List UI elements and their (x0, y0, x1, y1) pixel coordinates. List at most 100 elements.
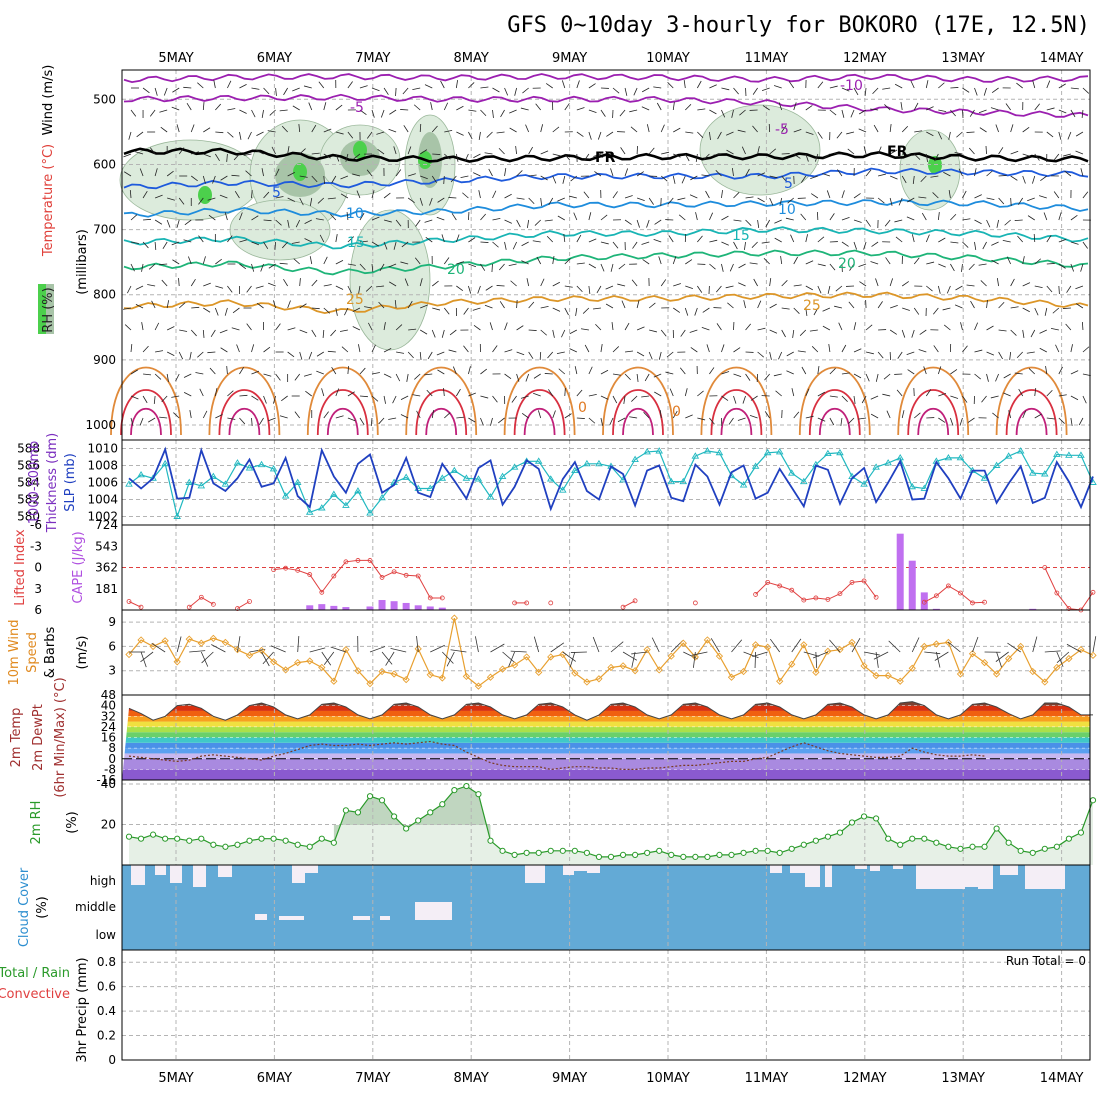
wind-barb (673, 127, 681, 133)
wind-barb (592, 307, 601, 310)
wind-barb (472, 307, 481, 311)
wind-barb (829, 368, 836, 375)
wind-barb (395, 219, 402, 227)
wind-barb (924, 651, 941, 655)
rh-point (439, 801, 446, 808)
isotherm-40-loop (818, 407, 851, 436)
wind-barb (552, 256, 555, 265)
wind-barb (383, 322, 386, 331)
wind-speed-point (872, 671, 880, 680)
wind-barb (836, 131, 843, 139)
wind-barb (468, 211, 470, 221)
rh-area (129, 786, 1093, 865)
wind-barb (610, 168, 614, 177)
wind-barb (395, 324, 403, 331)
wind-barb (913, 102, 919, 111)
wind-barb (497, 417, 505, 424)
wind-barb (408, 173, 416, 177)
wind-barb (925, 234, 930, 243)
wind-barb (870, 261, 879, 265)
isotherm-label: FR (595, 150, 616, 166)
wind-speed-point (318, 663, 326, 672)
wind-barb (270, 645, 286, 653)
rh-point (644, 849, 651, 856)
cape-bar (306, 605, 314, 610)
wind-speed-point (715, 652, 724, 660)
wind-barb (763, 258, 770, 265)
wind-barb (666, 351, 674, 358)
wind-barb (912, 175, 915, 184)
wind-barb (1082, 373, 1091, 377)
wind-barb (1058, 366, 1063, 375)
wind-barb (853, 241, 857, 250)
wind-barb (709, 84, 717, 89)
wind-barb (166, 373, 169, 382)
wind-barb (925, 389, 932, 397)
wind-barb (689, 194, 698, 199)
thickness-point (149, 474, 157, 481)
wind-barb (569, 329, 578, 335)
wind-barb (743, 651, 759, 659)
wind-barb (468, 82, 475, 89)
wind-barb (1080, 168, 1084, 177)
wind-barb (685, 414, 693, 419)
lifted-index-point (946, 583, 951, 589)
wind-barb (393, 241, 397, 250)
wind-barb (911, 329, 915, 338)
temp-line (128, 701, 1093, 721)
temp-band (122, 732, 1090, 738)
isotherm-30-loop (306, 366, 379, 436)
wind-barb (484, 152, 493, 155)
wind-speed-point (667, 652, 675, 660)
wind-barb (347, 81, 353, 89)
wind-barb (527, 219, 530, 228)
wind-barb (515, 146, 517, 155)
isotherm--10 (123, 73, 1089, 84)
wind-barb (540, 150, 549, 155)
day-label-top: 14MAY (1040, 51, 1084, 66)
wind-barb (889, 149, 898, 155)
rh-point (318, 835, 325, 842)
isotherm-label: 5 (272, 185, 281, 201)
isotherm-40-loop (622, 407, 654, 436)
wind-barb (838, 322, 843, 331)
wind-barb (1052, 307, 1060, 314)
cape-bar (414, 605, 422, 610)
wind-barb (383, 192, 391, 199)
wind-barb (460, 175, 469, 179)
wind-barb (430, 644, 445, 653)
wind-barb (262, 651, 274, 665)
wind-barb (697, 390, 704, 397)
wind-barb (669, 388, 674, 397)
wind-barb (388, 263, 397, 268)
wind-barb (480, 213, 487, 221)
wind-barb (622, 651, 637, 661)
wind-speed-point (330, 677, 338, 685)
wind-barb (1046, 389, 1053, 397)
wind-barb (371, 190, 375, 199)
wind-barb (251, 189, 253, 199)
temp-band (122, 737, 1090, 743)
wind-barb (926, 106, 934, 111)
thickness-axis-label: 1000-500mb (27, 441, 42, 525)
wind-speed-point (571, 669, 579, 677)
wind-barb (359, 109, 367, 116)
day-label-top: 6MAY (257, 51, 292, 66)
wind-barb (1082, 241, 1088, 249)
wind-barb (1075, 150, 1084, 155)
wind-barb (697, 80, 702, 89)
temp-band (122, 769, 1090, 780)
wind-barb (197, 351, 204, 358)
cloud-level-label: low (96, 928, 117, 942)
isotherm-35-loop (316, 389, 369, 436)
wind-barb (478, 131, 481, 140)
wind-barb (757, 327, 766, 331)
thickness-point (992, 461, 1001, 468)
wind-barb (246, 285, 252, 293)
wind-barb (1081, 321, 1084, 331)
wind-barb (294, 373, 301, 381)
wind-barb (359, 212, 365, 221)
wind-barb (787, 197, 795, 204)
wind-barb (665, 371, 674, 375)
